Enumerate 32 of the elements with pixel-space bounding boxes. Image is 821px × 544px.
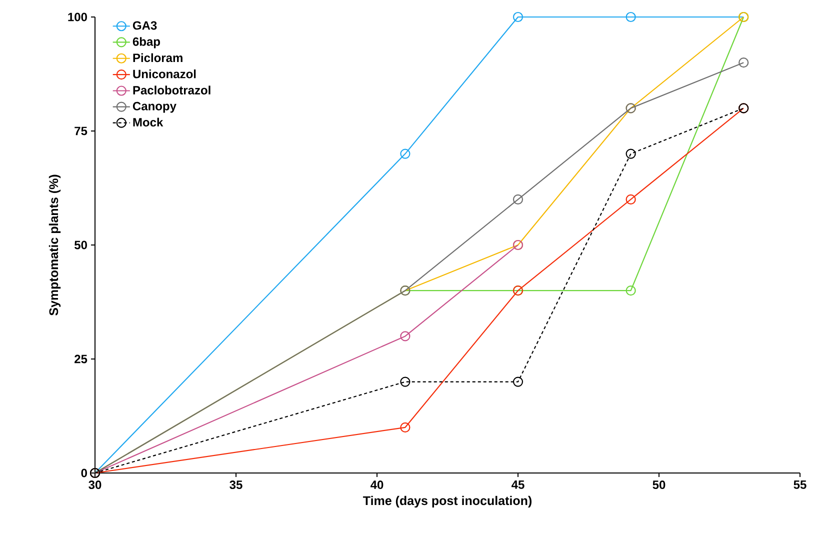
point: [400, 422, 410, 432]
point: [626, 194, 636, 204]
point: [400, 148, 410, 159]
point: [738, 58, 749, 68]
x-tick-label: 55: [794, 480, 806, 489]
point: [400, 331, 410, 342]
x-axis-title: Time (days post inoculation): [363, 496, 532, 508]
legend-label: Mock: [133, 118, 164, 127]
legend-label: 6bap: [132, 37, 160, 48]
point: [512, 194, 524, 204]
y-tick-label: 100: [68, 12, 87, 22]
x-tick-label: 35: [230, 480, 242, 490]
x-tick-label: 50: [652, 480, 666, 490]
y-tick-label: 75: [74, 126, 88, 136]
point: [512, 376, 524, 387]
legend-label: Paclobotrazol: [133, 86, 210, 94]
point: [400, 376, 410, 387]
x-tick-label: 40: [370, 480, 384, 490]
point: [626, 12, 636, 22]
legend-label: Canopy: [132, 102, 176, 113]
y-tick-label: 0: [81, 468, 87, 478]
point: [512, 12, 524, 22]
point: [626, 148, 636, 159]
x-tick-label: 30: [88, 480, 102, 490]
y-tick-label: 25: [74, 354, 88, 364]
x-tick-label: 45: [512, 480, 524, 489]
legend-label: GA3: [132, 21, 157, 30]
point: [626, 286, 636, 296]
legend-label: Picloram: [133, 53, 182, 62]
y-axis-title: Symptomatic plants (%): [48, 174, 61, 316]
legend-label: Uniconazol: [133, 69, 196, 78]
y-tick-label: 50: [74, 240, 87, 250]
